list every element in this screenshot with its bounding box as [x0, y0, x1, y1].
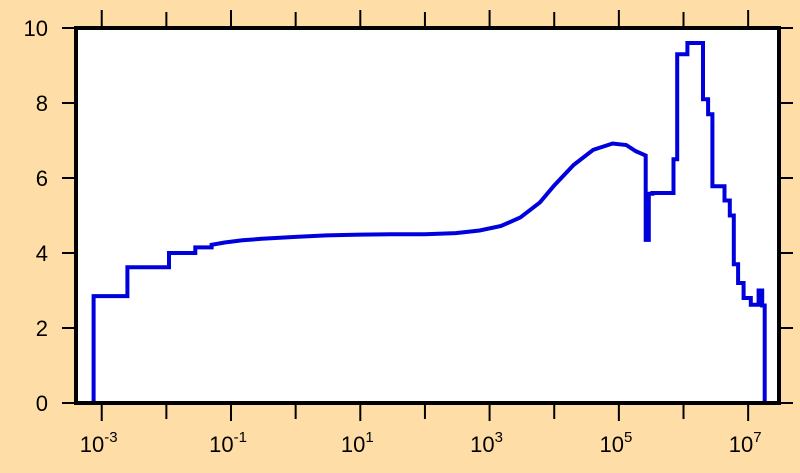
- plot-area: [76, 28, 779, 403]
- axis-ticks: [62, 10, 793, 421]
- y-tick-label: 4: [36, 241, 48, 266]
- x-tick-label: 10-3: [80, 429, 118, 457]
- plot-frame: [74, 26, 781, 405]
- series-layer: [91, 41, 767, 403]
- y-tick-label: 2: [36, 316, 48, 341]
- x-tick-label: 103: [470, 429, 503, 457]
- x-tick-label: 107: [729, 429, 762, 457]
- tick-labels: 10-3 10-1 101 103 105 107 0 2 4 6 8 10: [24, 16, 762, 457]
- x-tick-label: 105: [599, 429, 632, 457]
- y-tick-label: 6: [36, 166, 48, 191]
- x-tick-label: 101: [341, 429, 374, 457]
- y-tick-label: 0: [36, 391, 48, 416]
- series-line: [91, 41, 767, 403]
- y-tick-label: 8: [36, 91, 48, 116]
- x-tick-label: 10-1: [209, 429, 247, 457]
- y-tick-label: 10: [24, 16, 48, 41]
